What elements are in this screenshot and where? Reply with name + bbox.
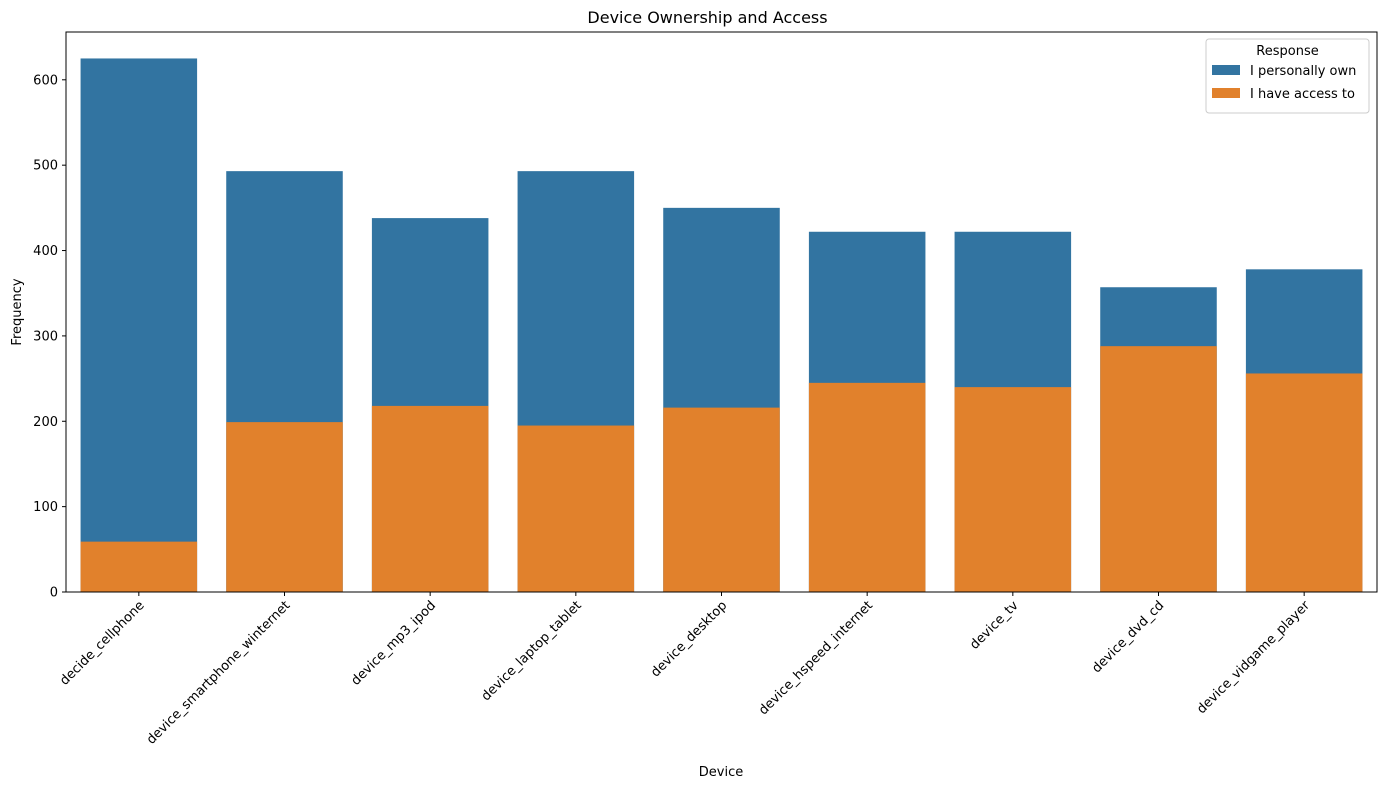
y-tick-label-5: 500 (33, 159, 58, 174)
x-tick-label-0: decide_cellphone (57, 598, 147, 688)
x-tick-label-8: device_vidgame_player (1194, 598, 1313, 717)
bar-access-7 (1100, 346, 1217, 592)
bars-layer (80, 58, 1363, 592)
legend-swatch-own (1212, 65, 1240, 75)
x-tick-label-7: device_dvd_cd (1089, 598, 1167, 676)
bar-access-8 (1245, 373, 1363, 592)
chart-title: Device Ownership and Access (587, 8, 827, 27)
bar-access-3 (517, 425, 635, 592)
legend-frame (1205, 38, 1370, 114)
bar-access-4 (663, 407, 780, 592)
bar-access-6 (954, 387, 1072, 592)
y-tick-label-4: 400 (33, 244, 58, 259)
legend-label-own: I personally own (1250, 64, 1356, 79)
bar-access-5 (808, 382, 926, 592)
y-tick-label-6: 600 (33, 73, 58, 88)
y-axis-label: Frequency (10, 278, 25, 345)
x-tick-label-2: device_mp3_ipod (349, 598, 439, 688)
bar-access-0 (80, 541, 198, 592)
x-tick-label-4: device_desktop (648, 598, 730, 680)
x-ticks: decide_cellphonedevice_smartphone_winter… (57, 592, 1313, 748)
legend-swatch-access (1212, 88, 1240, 98)
x-tick-label-5: device_hspeed_internet (756, 598, 876, 718)
y-tick-label-3: 300 (33, 329, 58, 344)
bar-access-1 (226, 422, 343, 592)
x-axis-label: Device (699, 765, 743, 780)
bar-own-0 (80, 58, 198, 592)
bar-access-2 (371, 405, 489, 592)
x-tick-label-6: device_tv (967, 598, 1022, 653)
legend-label-access: I have access to (1250, 87, 1355, 102)
y-tick-label-0: 0 (50, 586, 58, 601)
y-tick-label-2: 200 (33, 415, 58, 430)
y-ticks: 0 100 200 300 400 500 600 (33, 73, 66, 601)
x-tick-label-1: device_smartphone_winternet (144, 598, 293, 747)
y-tick-label-1: 100 (33, 500, 58, 515)
legend: Response I personally own I have access … (1205, 38, 1370, 114)
legend-title: Response (1256, 44, 1318, 59)
x-tick-label-3: device_laptop_tablet (479, 598, 585, 704)
